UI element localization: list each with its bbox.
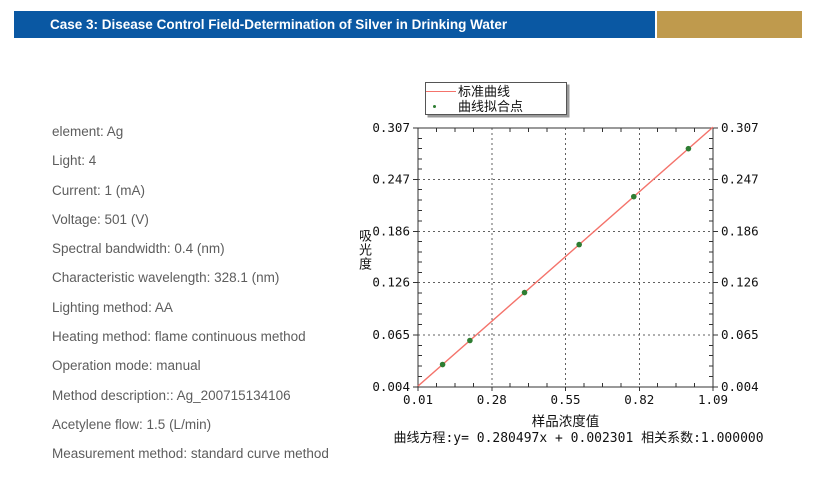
svg-text:0.065: 0.065 [372,327,410,342]
svg-text:0.065: 0.065 [721,327,759,342]
legend-row-fit-points: 曲线拟合点 [426,99,566,114]
svg-text:0.247: 0.247 [372,171,410,186]
svg-text:0.126: 0.126 [372,275,410,290]
standard-curve-line-icon [426,90,458,92]
param-operation-mode: Operation mode: manual [52,358,201,374]
legend-label-fit-points: 曲线拟合点 [458,98,524,114]
fit-point [467,337,473,344]
fit-point [439,361,446,368]
chart-legend: 标准曲线 曲线拟合点 [425,82,567,115]
svg-text:0.82: 0.82 [624,392,654,407]
fit-point-dot-icon [426,104,458,108]
svg-text:0.28: 0.28 [477,392,507,407]
param-voltage: Voltage: 501 (V) [52,211,149,227]
curve-equation-text: 曲线方程:y= 0.280497x + 0.002301 相关系数:1.0000… [393,431,764,446]
param-element: element: Ag [52,124,124,139]
svg-text:0.307: 0.307 [721,120,759,135]
fit-point [630,193,637,200]
page-title: Case 3: Disease Control Field-Determinat… [50,17,508,32]
fit-point [576,241,582,248]
param-measurement-method: Measurement method: standard curve metho… [52,446,329,462]
svg-text:0.186: 0.186 [372,223,410,238]
param-light: Light: 4 [52,153,97,169]
legend-row-standard-curve: 标准曲线 [426,84,566,99]
chart-plot-area: 0.004 0.004 0.065 0.065 0.126 0.126 0.186 0.186… [372,120,759,407]
svg-text:1.09: 1.09 [698,392,728,407]
svg-text:0.55: 0.55 [550,392,580,407]
param-method-description: Method description:: Ag_200715134106 [52,387,291,403]
header-accent-block [657,11,802,38]
svg-text:0.307: 0.307 [372,120,410,135]
svg-text:0.247: 0.247 [721,171,759,186]
y-axis-label: 吸光度 [357,229,372,271]
param-heating-method: Heating method: flame continuous method [52,329,306,345]
svg-text:0.004: 0.004 [721,379,759,394]
fit-point [521,289,528,296]
param-characteristic-wavelength: Characteristic wavelength: 328.1 (nm) [52,270,280,286]
parameter-list: element: Ag Light: 4 Current: 1 (mA) Vol… [52,117,329,469]
svg-text:0.126: 0.126 [721,275,759,290]
param-spectral-bandwidth: Spectral bandwidth: 0.4 (nm) [52,241,225,257]
standard-curve-chart: 0.004 0.004 0.065 0.065 0.126 0.126 0.186 0.186… [340,75,817,450]
svg-text:0.004: 0.004 [372,379,410,394]
header-bar: Case 3: Disease Control Field-Determinat… [14,11,655,38]
svg-text:0.186: 0.186 [721,223,759,238]
fit-point [685,145,692,152]
param-acetylene-flow: Acetylene flow: 1.5 (L/min) [52,416,212,432]
x-axis-label: 样品浓度值 [531,414,600,429]
svg-text:0.01: 0.01 [403,392,433,407]
legend-label-standard-curve: 标准曲线 [458,83,511,99]
param-lighting-method: Lighting method: AA [52,299,173,315]
param-current: Current: 1 (mA) [52,182,146,198]
